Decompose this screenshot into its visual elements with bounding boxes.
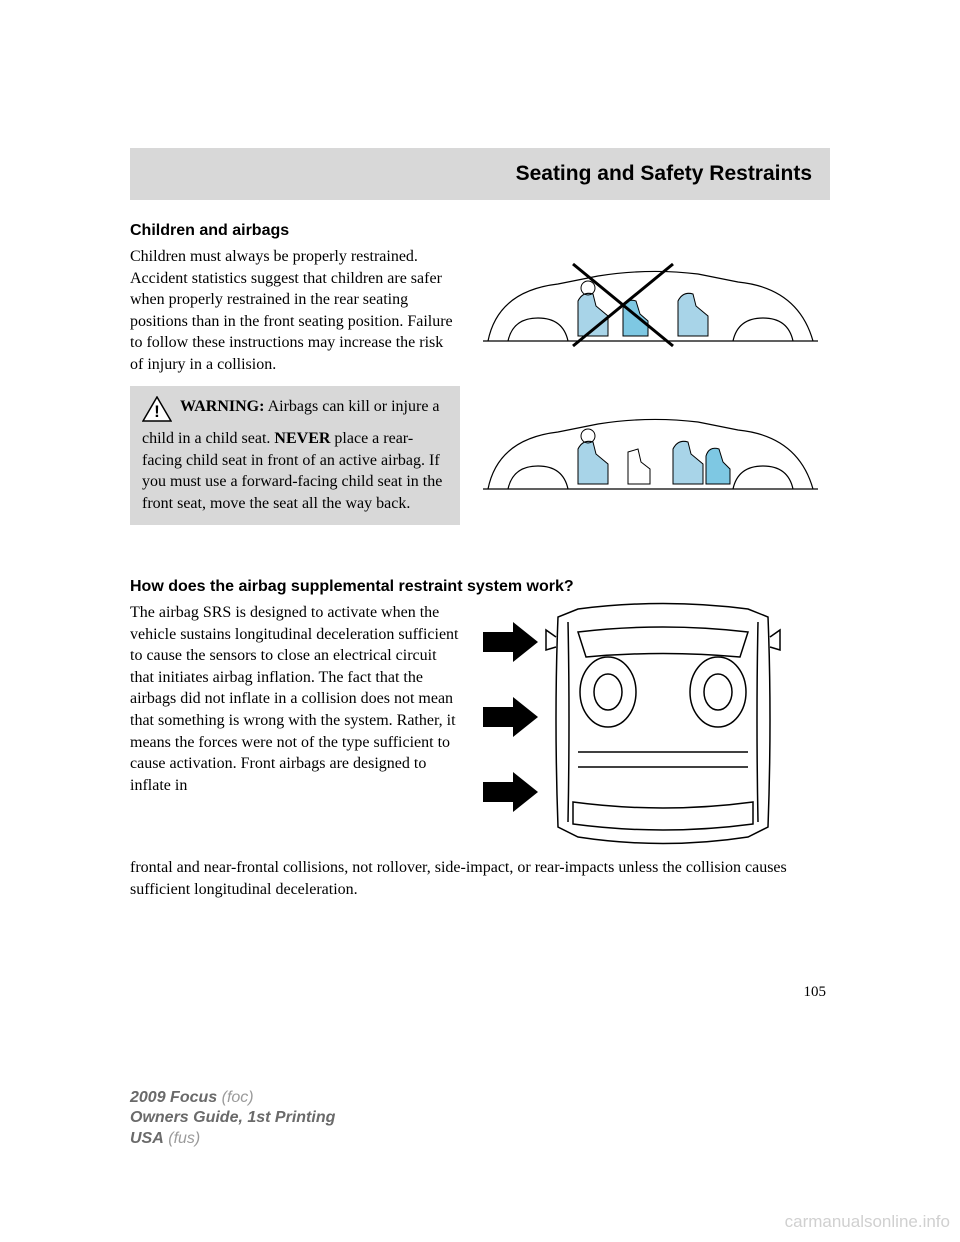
footer-guide: Owners Guide, 1st Printing [130, 1108, 335, 1129]
page-number: 105 [130, 984, 830, 1001]
impact-arrow-icon [483, 622, 538, 812]
svg-text:!: ! [154, 402, 160, 421]
subsection-title-1: Children and airbags [130, 222, 830, 240]
section-children-airbags: Children and airbags Children must alway… [130, 222, 830, 542]
warning-text: WARNING: Airbags can kill or injure a ch… [142, 398, 442, 512]
warning-label: WARNING: [180, 398, 264, 415]
footer-block: 2009 Focus (foc) Owners Guide, 1st Print… [130, 1088, 335, 1150]
footer-model: 2009 Focus [130, 1089, 217, 1106]
footer-model-code: (foc) [222, 1089, 254, 1106]
watermark: carmanualsonline.info [785, 1212, 950, 1232]
warning-triangle-icon: ! [142, 396, 172, 429]
warning-box: ! WARNING: Airbags can kill or injure a … [130, 386, 460, 525]
diagram-car-rear-seat [478, 394, 830, 534]
section-header-bar: Seating and Safety Restraints [130, 148, 830, 200]
section-airbag-system: How does the airbag supplemental restrai… [130, 578, 830, 900]
paragraph-srs-2: frontal and near-frontal collisions, not… [130, 857, 830, 900]
section-header-title: Seating and Safety Restraints [148, 162, 812, 186]
diagram-car-top-arrows [478, 602, 830, 857]
paragraph-srs-1: The airbag SRS is designed to activate w… [130, 602, 460, 796]
footer-country-code: (fus) [168, 1130, 200, 1147]
paragraph-children: Children must always be properly restrai… [130, 246, 460, 376]
subsection-title-2: How does the airbag supplemental restrai… [130, 578, 830, 596]
footer-country: USA [130, 1130, 164, 1147]
diagram-car-front-seat-x [478, 246, 830, 386]
